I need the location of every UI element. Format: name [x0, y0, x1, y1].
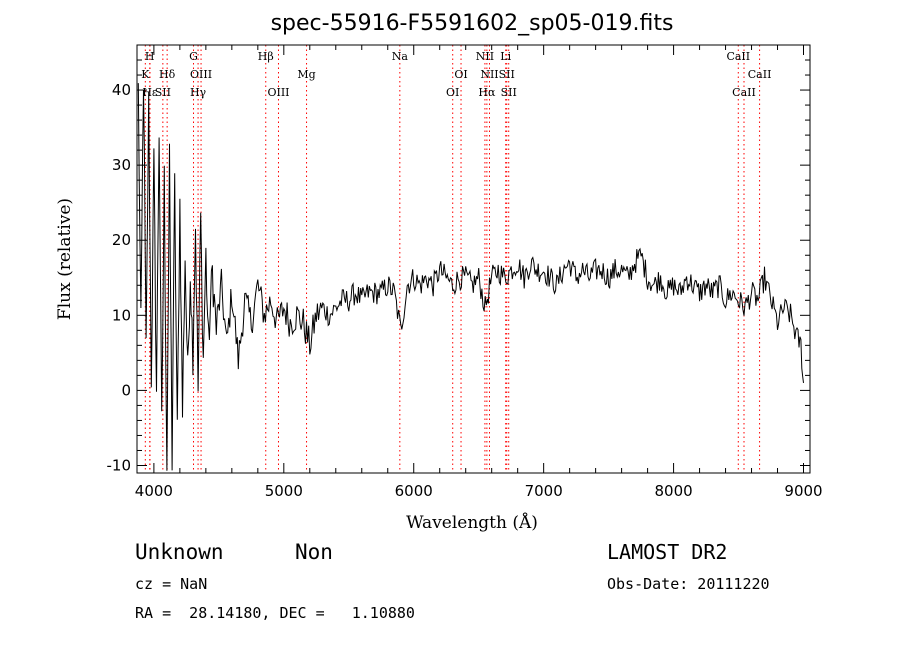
cz-value: cz = NaN [135, 575, 208, 593]
line-label-14: NII [476, 50, 494, 63]
y-tick-label: 10 [112, 306, 131, 324]
spectral-line-markers [144, 45, 761, 473]
y-tick-label: 40 [112, 81, 131, 99]
class-label: Unknown [135, 540, 224, 564]
line-label-22: CaII [748, 68, 772, 81]
y-tick-label: 0 [121, 381, 131, 399]
ra-dec: RA = 28.14180, DEC = 1.10880 [135, 604, 415, 622]
line-label-2: Hε [142, 86, 158, 99]
line-label-12: OI [446, 86, 459, 99]
line-label-7: OIII [190, 68, 212, 81]
line-label-15: Hα [478, 86, 496, 99]
y-tick-label: 20 [112, 231, 131, 249]
y-axis-label: Flux (relative) [55, 198, 75, 320]
line-label-8: Hβ [258, 50, 274, 63]
line-label-0: K [141, 68, 150, 81]
x-tick-label: 6000 [395, 482, 433, 500]
flux-line-0 [137, 83, 804, 471]
survey-label: LAMOST DR2 [607, 540, 728, 564]
chart-title: spec-55916-F5591602_sp05-019.fits [271, 11, 674, 36]
line-label-16: NII [480, 68, 498, 81]
plot-frame [136, 44, 811, 474]
spectral-line-labels: KHHεSIIHδGHγOIIIHβOIIIMgNaOIOINIIHαNIILi… [141, 50, 771, 99]
x-tick-label: 9000 [784, 482, 822, 500]
subclass-label: Non [295, 540, 333, 564]
y-tick-label: 30 [112, 156, 131, 174]
flux-series [137, 83, 804, 471]
line-label-18: SII [499, 68, 515, 81]
axis-ticks: 4000 5000 6000 7000 8000 9000 -10 0 10 20 30 40 [107, 44, 823, 500]
line-label-5: G [189, 50, 198, 63]
line-label-20: CaII [726, 50, 750, 63]
x-tick-label: 4000 [135, 482, 173, 500]
x-tick-label: 5000 [265, 482, 303, 500]
line-label-21: CaII [732, 86, 756, 99]
x-axis-label: Wavelength (Å) [406, 512, 538, 533]
obs-date: Obs-Date: 20111220 [607, 575, 770, 593]
line-label-11: Na [392, 50, 409, 63]
line-label-17: Li [500, 50, 511, 63]
line-label-4: Hδ [159, 68, 176, 81]
line-label-10: Mg [297, 68, 315, 81]
line-label-1: H [145, 50, 155, 63]
line-label-3: SII [155, 86, 171, 99]
line-label-6: Hγ [190, 86, 207, 99]
line-label-13: OI [454, 68, 467, 81]
line-label-19: SII [501, 86, 517, 99]
y-tick-label: -10 [107, 456, 132, 474]
x-tick-label: 8000 [654, 482, 692, 500]
line-label-9: OIII [267, 86, 289, 99]
x-tick-label: 7000 [525, 482, 563, 500]
